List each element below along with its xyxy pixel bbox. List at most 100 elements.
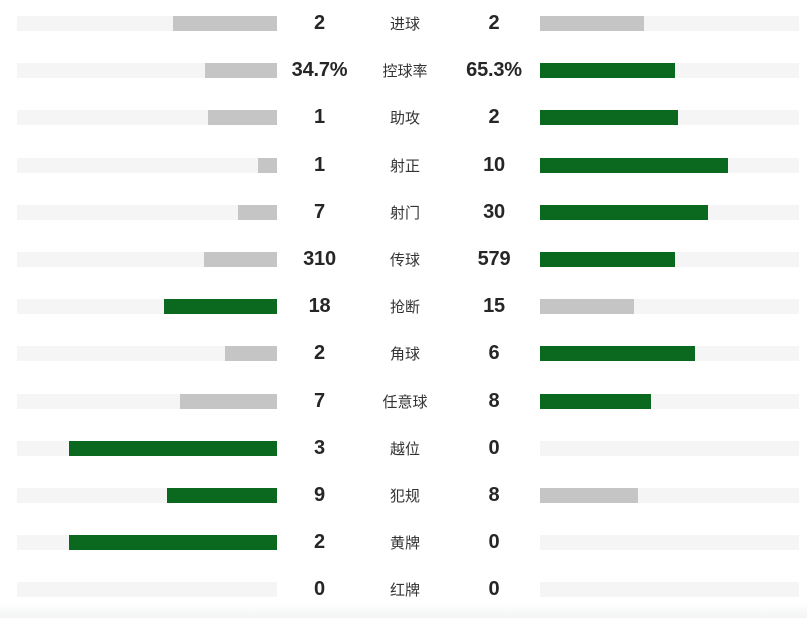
stat-row: 2 进球 2 (0, 0, 807, 47)
home-bar-track (17, 204, 277, 220)
stat-row: 34.7% 控球率 65.3% (0, 47, 807, 94)
home-stat-value: 2 (314, 531, 325, 554)
away-bar-fill (540, 346, 696, 362)
stat-row: 0 红牌 0 (0, 566, 807, 613)
home-bar-fill (204, 252, 277, 268)
stat-label: 角球 (389, 346, 420, 364)
stat-label: 犯规 (389, 487, 420, 505)
away-bar-track (540, 535, 799, 551)
away-bar-track (540, 252, 799, 268)
away-stat-value: 0 (488, 578, 500, 601)
home-bar-track (17, 393, 277, 409)
home-bar-fill (204, 63, 277, 79)
away-bar-track (540, 346, 799, 362)
home-bar-track (17, 535, 277, 551)
stat-row: 1 助攻 2 (0, 94, 807, 141)
stat-label: 助攻 (389, 110, 420, 128)
away-stat-value: 8 (488, 483, 500, 506)
away-bar-fill (540, 252, 675, 268)
home-stat-value: 1 (314, 153, 325, 176)
stat-row: 310 传球 579 (0, 236, 807, 283)
away-bar-track (540, 204, 799, 220)
stat-label: 射门 (389, 204, 420, 222)
home-bar-fill (173, 16, 277, 32)
away-bar-fill (540, 16, 644, 32)
away-stat-value: 0 (488, 531, 500, 554)
away-bar-track (540, 63, 799, 79)
away-stat-value: 65.3% (466, 59, 522, 82)
away-bar-fill (540, 157, 729, 173)
home-bar-fill (237, 204, 277, 220)
home-bar-track (17, 487, 277, 503)
stat-label: 传球 (389, 252, 420, 270)
home-bar-track (17, 299, 277, 315)
away-stat-value: 2 (488, 12, 500, 35)
away-bar-track (540, 299, 799, 315)
home-stat-value: 34.7% (291, 59, 348, 82)
away-bar-fill (540, 63, 676, 79)
away-stat-value: 6 (488, 342, 500, 365)
home-stat-value: 2 (314, 12, 325, 35)
away-stat-value: 30 (483, 200, 505, 223)
stat-label: 射正 (389, 157, 420, 175)
stat-row: 7 射门 30 (0, 189, 807, 236)
away-stat-value: 579 (477, 248, 511, 271)
home-bar-track (17, 16, 277, 32)
home-bar-track (17, 440, 277, 456)
home-stat-value: 0 (314, 578, 325, 601)
away-bar-fill (540, 487, 638, 503)
home-stat-value: 18 (308, 295, 331, 318)
home-stat-value: 1 (314, 106, 325, 129)
home-stat-value: 3 (314, 436, 325, 459)
home-stat-value: 2 (314, 342, 325, 365)
stat-label: 越位 (389, 440, 420, 458)
away-stat-value: 8 (488, 389, 500, 412)
home-stat-value: 7 (314, 389, 325, 412)
home-bar-fill (258, 157, 277, 173)
away-stat-value: 0 (488, 436, 500, 459)
away-bar-track (540, 16, 799, 32)
stat-row: 2 角球 6 (0, 330, 807, 377)
away-bar-track (540, 440, 799, 456)
away-bar-track (540, 487, 799, 503)
home-bar-track (17, 582, 277, 598)
away-bar-fill (540, 204, 708, 220)
home-bar-fill (69, 440, 277, 456)
home-stat-value: 7 (314, 200, 325, 223)
home-bar-track (17, 110, 277, 126)
home-bar-fill (69, 535, 277, 551)
home-bar-fill (225, 346, 277, 362)
stat-row: 1 射正 10 (0, 142, 807, 189)
home-bar-track (17, 346, 277, 362)
stat-label: 进球 (389, 16, 420, 34)
home-bar-fill (166, 487, 277, 503)
stat-row: 7 任意球 8 (0, 378, 807, 425)
away-bar-track (540, 393, 799, 409)
stat-row: 9 犯规 8 (0, 472, 807, 519)
away-bar-fill (540, 110, 679, 126)
away-bar-fill (540, 393, 651, 409)
away-bar-track (540, 582, 799, 598)
stat-label: 控球率 (382, 63, 428, 81)
home-bar-track (17, 63, 277, 79)
home-bar-track (17, 157, 277, 173)
home-stat-value: 310 (303, 248, 336, 271)
stat-row: 18 抢断 15 (0, 283, 807, 330)
stat-label: 黄牌 (389, 535, 420, 553)
home-stat-value: 9 (314, 483, 325, 506)
home-bar-fill (163, 299, 277, 315)
home-bar-track (17, 252, 277, 268)
away-bar-track (540, 157, 799, 173)
away-bar-track (540, 110, 799, 126)
stat-label: 红牌 (389, 582, 420, 600)
section-divider (0, 603, 807, 618)
stat-row: 2 黄牌 0 (0, 519, 807, 566)
stat-label: 抢断 (389, 299, 420, 317)
away-bar-fill (540, 299, 635, 315)
home-bar-fill (207, 110, 277, 126)
away-stat-value: 2 (488, 106, 500, 129)
away-stat-value: 15 (483, 295, 505, 318)
stat-row: 3 越位 0 (0, 425, 807, 472)
